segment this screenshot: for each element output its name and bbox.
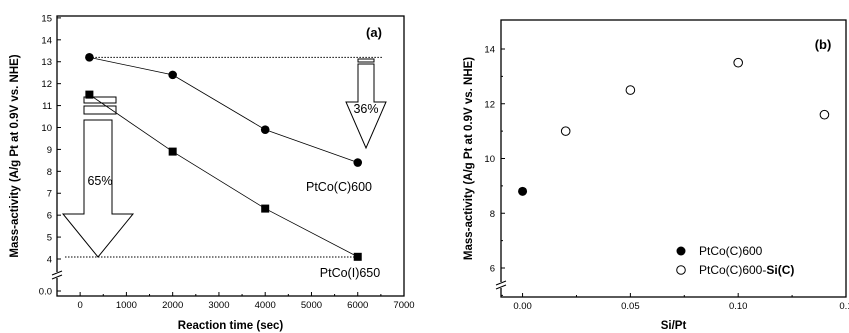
series-label: PtCo(I)650 xyxy=(320,266,380,280)
arrow-bar xyxy=(83,105,117,115)
x-axis-label: Si/Pt xyxy=(661,320,687,332)
data-point xyxy=(168,147,177,156)
x-tick-label: 1000 xyxy=(116,300,137,311)
axis-break-gap xyxy=(497,282,505,288)
series-line xyxy=(89,94,358,258)
y-tick-label: 11 xyxy=(42,101,52,112)
y-tick-label: 5 xyxy=(47,233,52,244)
legend-marker-open xyxy=(676,265,686,275)
y-tick-label: 15 xyxy=(41,13,52,24)
x-tick-label: 0 xyxy=(77,300,82,311)
data-point xyxy=(85,90,94,99)
x-tick-label: 0.00 xyxy=(513,301,532,312)
x-axis-label: Reaction time (sec) xyxy=(178,320,284,332)
panel-label: (a) xyxy=(366,25,382,40)
y-tick-label: 4 xyxy=(47,255,52,266)
y-tick-label: 6 xyxy=(490,264,495,275)
arrow-bar xyxy=(83,96,117,104)
data-point xyxy=(85,53,94,62)
data-point xyxy=(518,186,528,196)
legend-label-bold: Si(C) xyxy=(766,263,794,277)
axis-break-mark xyxy=(495,284,507,290)
legend-marker-filled xyxy=(676,246,686,256)
y-tick-label: 12 xyxy=(484,99,495,110)
legend-label: PtCo(C)600-Si(C) xyxy=(699,263,794,277)
y-tick-label: 14 xyxy=(484,45,495,56)
data-point xyxy=(560,126,571,136)
data-point xyxy=(353,252,362,261)
x-tick-label: 3000 xyxy=(208,300,229,311)
y-tick-label: 0.0 xyxy=(39,287,52,298)
plot-frame xyxy=(500,19,847,298)
axis-break-mark xyxy=(51,270,63,276)
legend-label-text: PtCo(C)600 xyxy=(699,244,763,258)
data-point xyxy=(168,70,177,80)
x-tick-label: 7000 xyxy=(393,300,414,311)
x-tick-label: 4000 xyxy=(255,300,276,311)
series-label: PtCo(C)600 xyxy=(306,180,372,194)
axis-break-gap xyxy=(53,272,61,278)
data-point xyxy=(260,125,270,134)
legend-label-text: PtCo(C)600- xyxy=(699,263,766,277)
annotation-36: 36% xyxy=(353,102,378,116)
y-tick-label: 13 xyxy=(41,57,52,68)
x-tick-label: 0.10 xyxy=(729,301,748,312)
decrease-arrow-36 xyxy=(345,63,387,150)
x-tick-label: 0.05 xyxy=(621,301,640,312)
y-tick-label: 14 xyxy=(41,35,52,46)
data-point xyxy=(261,204,270,213)
plot-frame xyxy=(56,15,405,297)
y-tick-label: 8 xyxy=(490,209,495,220)
y-tick-label: 9 xyxy=(47,145,52,156)
y-axis-label: Mass-activity (A/g Pt at 0.9V vs. NHE) xyxy=(9,54,21,257)
data-point xyxy=(733,57,743,68)
axis-break-mark xyxy=(51,274,63,280)
y-tick-label: 6 xyxy=(47,211,52,222)
x-tick-label: 2000 xyxy=(162,300,183,311)
panel-label: (b) xyxy=(815,37,832,52)
panel-a: 0.0 4 5 6 7 8 9 10 11 12 13 14 15 0 1000 2000 3000 4000 50… xyxy=(9,13,415,332)
annotation-65: 65% xyxy=(87,174,112,188)
y-tick-label: 10 xyxy=(484,154,495,165)
y-tick-label: 8 xyxy=(47,167,52,178)
x-tick-label: 0.1 xyxy=(839,301,849,312)
data-point xyxy=(819,109,830,120)
y-tick-label: 7 xyxy=(47,189,52,200)
data-point xyxy=(353,158,363,167)
y-axis-label: Mass-activity (A/g Pt at 0.9V vs. NHE) xyxy=(463,57,475,260)
decrease-arrow-65 xyxy=(61,119,135,258)
data-point xyxy=(625,85,636,95)
arrow-bar xyxy=(357,58,375,63)
panel-b: 6 8 10 12 14 0.00 0.05 0.10 0.1 Si/Pt Mass-activit… xyxy=(463,19,849,332)
x-tick-label: 5000 xyxy=(301,300,322,311)
legend-label: PtCo(C)600 xyxy=(699,244,763,258)
y-tick-label: 10 xyxy=(41,123,52,134)
x-tick-label: 6000 xyxy=(347,300,368,311)
series-line xyxy=(89,56,358,163)
axis-break-mark xyxy=(495,280,507,286)
y-tick-label: 12 xyxy=(41,79,52,90)
